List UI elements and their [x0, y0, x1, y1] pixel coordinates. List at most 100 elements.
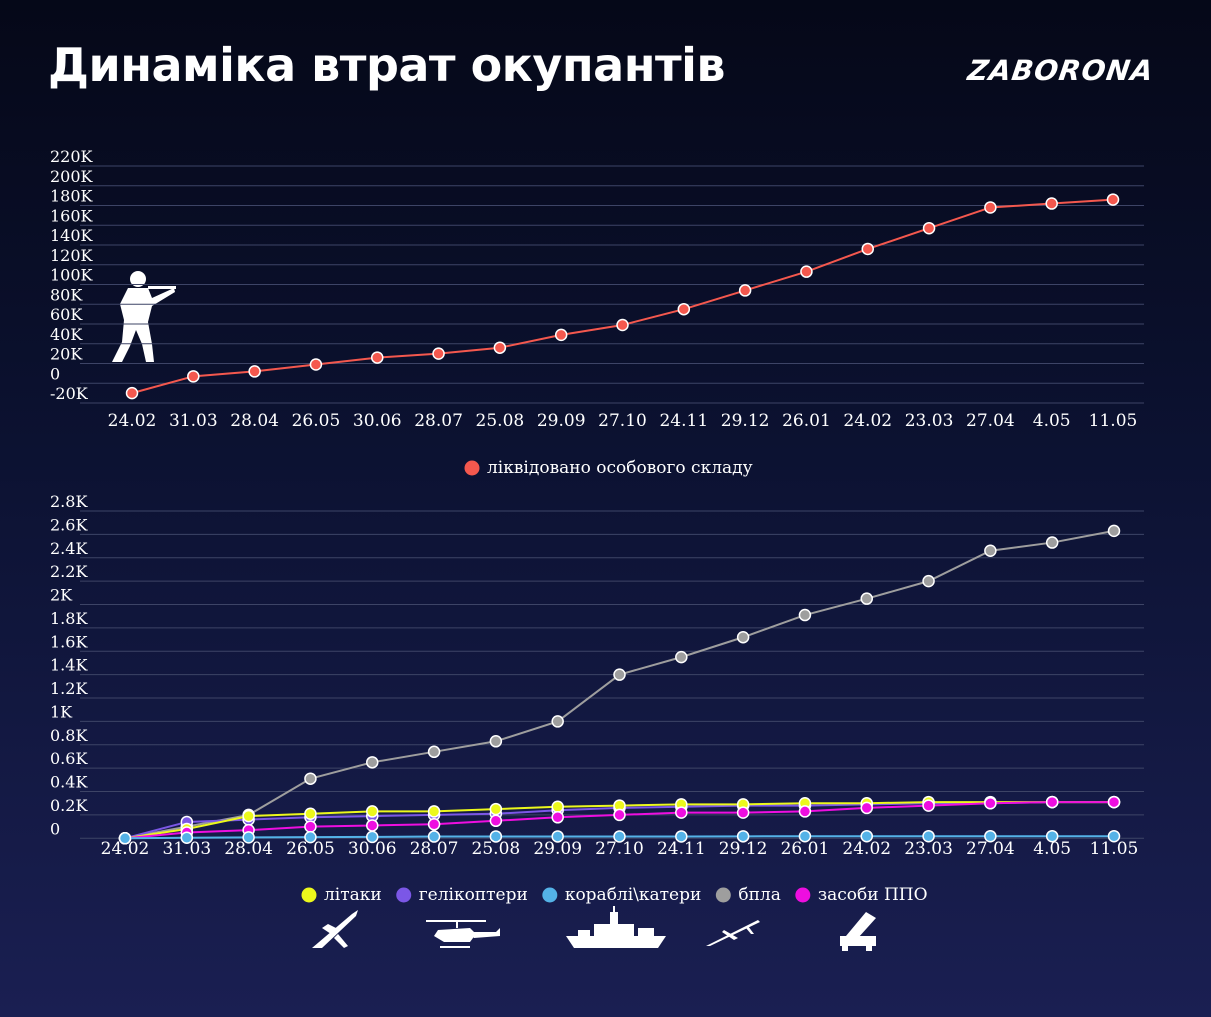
data-point: [242, 831, 255, 844]
y-tick-label: 0.8K: [50, 726, 88, 745]
y-tick-label: 2.2K: [50, 562, 88, 581]
y-tick-label: 120K: [50, 246, 94, 265]
data-point: [736, 830, 750, 843]
y-tick-label: 2.8K: [50, 492, 88, 511]
y-tick-label: 0.4K: [50, 773, 88, 792]
y-tick-label: 1.8K: [50, 609, 88, 628]
data-point: [1107, 795, 1121, 809]
data-point: [1107, 829, 1121, 843]
x-tick-label: 28.07: [410, 839, 459, 859]
data-point: [736, 806, 750, 819]
y-tick-label: 220K: [50, 147, 94, 166]
x-tick-label: 4.05: [1033, 839, 1071, 859]
data-point: [1106, 193, 1120, 206]
data-point: [613, 808, 626, 822]
helicopter-icon: [426, 920, 500, 948]
y-tick-label: 160K: [50, 206, 94, 225]
data-point: [798, 829, 812, 843]
data-point: [489, 814, 503, 828]
data-point: [118, 832, 132, 845]
data-point: [304, 807, 317, 821]
x-tick-label: 26.01: [781, 839, 830, 859]
data-point: [304, 772, 317, 785]
data-point: [427, 830, 441, 843]
x-tick-label: 30.06: [353, 411, 402, 431]
data-point: [613, 668, 626, 681]
data-point: [1107, 524, 1121, 538]
legend-marker: [795, 887, 811, 903]
data-point: [489, 830, 503, 843]
legend-marker: [301, 887, 317, 903]
y-tick-label: 2.6K: [50, 515, 88, 534]
data-point: [1045, 197, 1058, 210]
legend-marker: [396, 887, 412, 903]
data-point: [489, 735, 503, 748]
data-point: [551, 830, 564, 843]
data-point: [616, 318, 629, 332]
drone-icon: [706, 920, 760, 946]
data-point: [860, 801, 873, 815]
legend-label: ліквідовано особового складу: [487, 458, 753, 478]
zaborona-logo: ZABORONA: [965, 54, 1156, 87]
x-tick-label: 27.04: [966, 839, 1015, 859]
y-tick-label: 100K: [50, 266, 94, 285]
series-line: [124, 529, 1115, 840]
y-tick-label: 1.6K: [50, 632, 88, 651]
data-point: [984, 201, 997, 214]
x-tick-label: 28.04: [224, 839, 273, 859]
data-point: [984, 829, 997, 843]
x-tick-label: 31.03: [162, 839, 211, 859]
data-point: [798, 805, 812, 818]
data-point: [427, 745, 441, 759]
data-point: [366, 805, 379, 818]
x-tick-label: 4.05: [1033, 411, 1071, 431]
y-tick-label: 20K: [50, 345, 83, 364]
data-point: [366, 830, 379, 844]
data-point: [984, 544, 997, 557]
y-tick-label: -20K: [50, 384, 89, 403]
y-tick-label: 1.2K: [50, 679, 88, 698]
x-tick-label: 29.12: [719, 839, 768, 859]
data-point: [675, 650, 688, 664]
data-point: [551, 811, 564, 824]
x-tick-label: 24.02: [843, 411, 892, 431]
data-point: [1045, 829, 1059, 843]
data-point: [432, 347, 445, 360]
data-point: [180, 831, 194, 844]
x-tick-label: 25.08: [472, 839, 521, 859]
data-point: [613, 830, 626, 843]
data-point: [304, 830, 317, 844]
data-point: [125, 386, 139, 400]
x-tick-label: 24.02: [842, 839, 891, 859]
x-tick-label: 24.02: [101, 839, 150, 859]
data-point: [427, 805, 441, 818]
data-point: [798, 608, 812, 622]
legend-label: літаки: [324, 885, 382, 905]
data-point: [922, 574, 935, 588]
legend-marker: [542, 887, 558, 903]
legend-marker: [715, 887, 731, 903]
data-point: [984, 796, 997, 810]
data-point: [675, 806, 688, 819]
x-tick-label: 27.04: [966, 411, 1015, 431]
legend-label: гелікоптери: [419, 885, 528, 905]
data-point: [922, 221, 936, 235]
equipment-chart: 2.8K 2.6K 2.4K 2.2K 2K 1.8K 1.6K 1.4K 1.2K 1K 0.8K…: [50, 492, 1144, 905]
data-point: [860, 829, 873, 843]
data-point: [427, 818, 441, 831]
legend-label: бпла: [738, 885, 781, 905]
x-tick-label: 26.05: [292, 411, 341, 431]
y-tick-label: 2K: [50, 586, 73, 605]
data-point: [861, 242, 874, 256]
data-point: [922, 829, 935, 843]
y-tick-label: 0: [50, 364, 60, 383]
data-point: [187, 370, 200, 383]
y-tick-label: 1K: [50, 702, 73, 721]
y-tick-label: 40K: [50, 325, 83, 344]
data-point: [1045, 795, 1059, 809]
ship-icon: [566, 906, 666, 948]
air-defense-icon: [840, 912, 876, 951]
y-tick-label: 1.4K: [50, 656, 88, 675]
data-point: [800, 265, 813, 278]
x-tick-label: 24.02: [108, 411, 157, 431]
